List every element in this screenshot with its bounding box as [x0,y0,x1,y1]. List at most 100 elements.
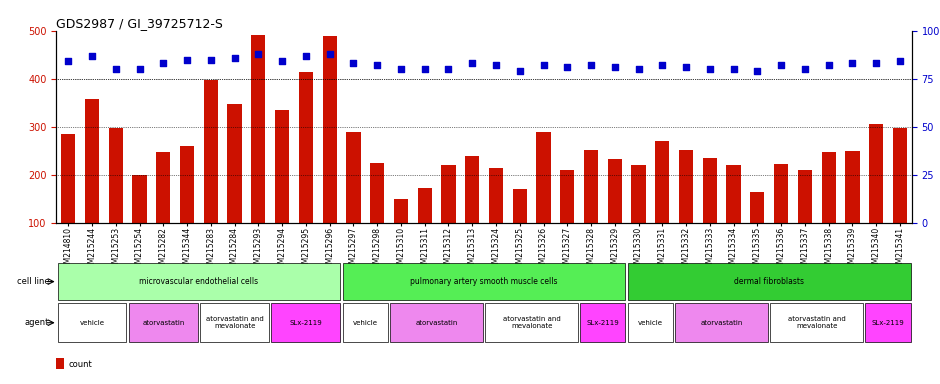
Text: GDS2987 / GI_39725712-S: GDS2987 / GI_39725712-S [56,17,224,30]
Bar [200,303,269,342]
Bar [133,175,147,223]
Point [607,64,622,70]
Text: atorvastatin: atorvastatin [700,320,743,326]
Bar [109,127,123,223]
Bar [822,152,836,223]
Point [298,53,313,59]
Bar [584,150,598,223]
Bar [771,303,863,342]
Point [441,66,456,72]
Bar [85,99,99,223]
Bar [61,134,75,223]
Bar [56,358,64,369]
Bar [346,131,361,223]
Bar [632,165,646,223]
Bar [869,124,884,223]
Bar [370,163,384,223]
Point [322,51,337,57]
Bar [227,104,242,223]
Bar [57,263,340,300]
Point [61,58,76,65]
Point [892,58,907,65]
Bar [442,165,456,223]
Point [774,62,789,68]
Text: pulmonary artery smooth muscle cells: pulmonary artery smooth muscle cells [411,277,557,286]
Bar [628,263,911,300]
Text: cell line: cell line [17,277,49,286]
Point [536,62,551,68]
Point [822,62,837,68]
Point [797,66,812,72]
Bar [675,303,768,342]
Point [655,62,670,68]
Bar [465,156,479,223]
Bar [750,192,764,223]
Text: atorvastatin and
mevalonate: atorvastatin and mevalonate [503,316,560,329]
Point [489,62,504,68]
Point [394,66,409,72]
Bar [156,152,170,223]
Bar [390,303,483,342]
Point [369,62,384,68]
Bar [272,303,340,342]
Bar [180,146,195,223]
Bar [322,36,337,223]
Bar [489,167,503,223]
Bar [774,164,789,223]
Text: atorvastatin and
mevalonate: atorvastatin and mevalonate [788,316,846,329]
Bar [512,189,526,223]
Point [869,60,884,66]
Bar [893,127,907,223]
Bar [798,170,812,223]
Point [227,55,243,61]
Bar [845,151,859,223]
Text: SLx-2119: SLx-2119 [290,320,322,326]
Text: atorvastatin and
mevalonate: atorvastatin and mevalonate [206,316,263,329]
Point [85,53,100,59]
Bar [628,303,673,342]
Bar [204,80,218,223]
Point [559,64,574,70]
Bar [580,303,625,342]
Text: SLx-2119: SLx-2119 [871,320,904,326]
Text: dermal fibroblasts: dermal fibroblasts [734,277,805,286]
Bar [275,110,290,223]
Point [203,56,218,63]
Bar [679,150,693,223]
Bar [485,303,578,342]
Text: atorvastatin: atorvastatin [415,320,458,326]
Point [346,60,361,66]
Text: microvascular endothelial cells: microvascular endothelial cells [139,277,258,286]
Point [417,66,432,72]
Point [702,66,717,72]
Point [156,60,171,66]
Bar [251,35,265,223]
Bar [299,71,313,223]
Text: vehicle: vehicle [638,320,663,326]
Bar [727,165,741,223]
Text: vehicle: vehicle [352,320,378,326]
Point [108,66,123,72]
Bar [343,263,625,300]
Bar [394,199,408,223]
Bar [703,159,717,223]
Point [679,64,694,70]
Point [631,66,646,72]
Bar [560,170,574,223]
Text: atorvastatin: atorvastatin [142,320,184,326]
Bar [537,131,551,223]
Text: agent: agent [24,318,49,327]
Text: vehicle: vehicle [80,320,104,326]
Point [464,60,479,66]
Bar [655,141,669,223]
Point [251,51,266,57]
Bar [607,159,622,223]
Bar [417,188,431,223]
Text: count: count [69,360,92,369]
Point [180,56,195,63]
Point [726,66,741,72]
Text: SLx-2119: SLx-2119 [587,320,619,326]
Point [845,60,860,66]
Point [132,66,147,72]
Bar [343,303,388,342]
